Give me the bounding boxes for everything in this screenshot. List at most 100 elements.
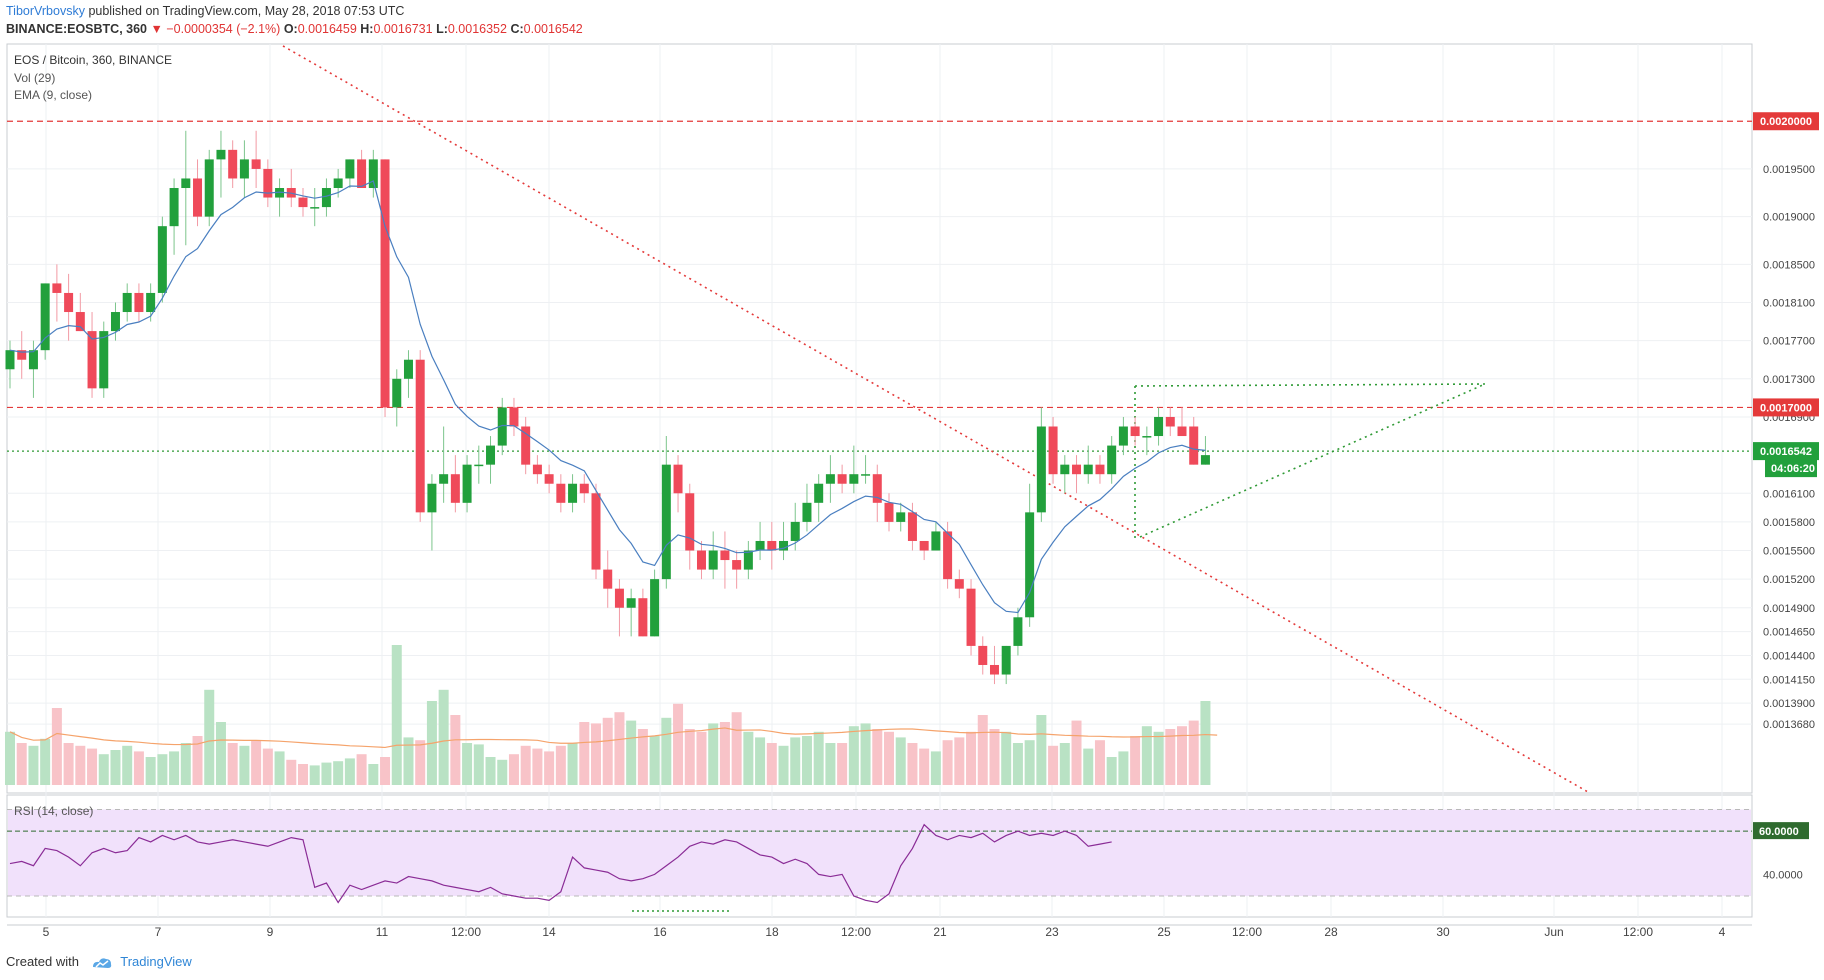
volume-bar[interactable] [391, 645, 402, 785]
candle-body[interactable] [486, 445, 496, 465]
volume-bar[interactable] [696, 731, 707, 785]
volume-bar[interactable] [1165, 729, 1176, 785]
candle-body[interactable] [720, 550, 730, 561]
volume-bar[interactable] [555, 745, 566, 785]
volume-bar[interactable] [755, 737, 766, 785]
candle-body[interactable] [450, 474, 460, 503]
candle-body[interactable] [169, 188, 179, 227]
candle-body[interactable] [779, 540, 789, 551]
volume-bar[interactable] [309, 765, 320, 785]
candle-body[interactable] [650, 579, 660, 637]
volume-bar[interactable] [966, 731, 977, 785]
volume-bar[interactable] [215, 722, 226, 785]
candle-body[interactable] [790, 521, 800, 541]
candle-body[interactable] [392, 378, 402, 408]
candle-body[interactable] [415, 359, 425, 513]
volume-bar[interactable] [860, 723, 871, 785]
volume-bar[interactable] [673, 703, 684, 785]
candle-body[interactable] [28, 350, 38, 370]
volume-bar[interactable] [87, 748, 98, 785]
volume-bar[interactable] [1036, 715, 1047, 785]
candle-body[interactable] [919, 540, 929, 551]
volume-bar[interactable] [344, 758, 355, 785]
candle-body[interactable] [275, 188, 285, 198]
candle-body[interactable] [568, 483, 578, 503]
volume-bar[interactable] [1177, 726, 1187, 785]
volume-bar[interactable] [1094, 740, 1105, 785]
volume-bar[interactable] [825, 743, 836, 785]
volume-bar[interactable] [637, 729, 648, 785]
candle-body[interactable] [978, 645, 988, 665]
candle-body[interactable] [368, 159, 378, 189]
volume-bar[interactable] [1141, 726, 1152, 785]
volume-bar[interactable] [462, 743, 473, 785]
candle-body[interactable] [357, 159, 367, 189]
volume-bar[interactable] [626, 720, 637, 785]
candle-body[interactable] [64, 292, 74, 313]
candle-body[interactable] [802, 502, 812, 522]
candle-body[interactable] [1095, 464, 1105, 475]
volume-bar[interactable] [508, 754, 519, 785]
candle-body[interactable] [1001, 645, 1011, 675]
volume-bar[interactable] [766, 743, 777, 785]
volume-bar[interactable] [1071, 720, 1082, 785]
candle-body[interactable] [1048, 426, 1058, 475]
volume-bar[interactable] [497, 759, 508, 785]
candle-body[interactable] [239, 159, 249, 179]
candle-body[interactable] [228, 149, 238, 179]
volume-bar[interactable] [919, 748, 930, 785]
volume-bar[interactable] [98, 754, 109, 785]
candle-body[interactable] [298, 197, 308, 208]
volume-bar[interactable] [180, 743, 191, 785]
candle-body[interactable] [204, 159, 214, 217]
volume-bar[interactable] [731, 712, 742, 785]
volume-bar[interactable] [1083, 748, 1094, 785]
volume-bar[interactable] [532, 748, 543, 785]
volume-bar[interactable] [333, 761, 344, 785]
volume-bar[interactable] [579, 722, 590, 785]
volume-bar[interactable] [544, 751, 555, 785]
volume-bar[interactable] [790, 737, 801, 785]
volume-bar[interactable] [380, 757, 391, 785]
volume-bar[interactable] [485, 757, 496, 785]
volume-bar[interactable] [403, 737, 414, 785]
volume-bar[interactable] [298, 764, 308, 785]
candle-body[interactable] [157, 226, 167, 293]
candle-body[interactable] [1107, 445, 1117, 475]
candle-body[interactable] [1177, 426, 1187, 437]
volume-bar[interactable] [204, 689, 215, 785]
candle-body[interactable] [696, 550, 706, 570]
volume-bar[interactable] [848, 726, 859, 785]
volume-bar[interactable] [157, 754, 168, 785]
volume-bar[interactable] [989, 729, 1000, 785]
candle-body[interactable] [1060, 464, 1070, 475]
candle-body[interactable] [17, 350, 27, 360]
candle-body[interactable] [954, 579, 964, 589]
volume-bar[interactable] [1118, 751, 1129, 785]
candle-body[interactable] [814, 483, 824, 503]
volume-bar[interactable] [28, 745, 39, 785]
volume-bar[interactable] [602, 717, 613, 785]
candle-body[interactable] [1165, 416, 1175, 427]
volume-bar[interactable] [801, 736, 812, 785]
candle-body[interactable] [403, 359, 413, 379]
volume-bar[interactable] [63, 743, 74, 785]
price-tag[interactable] [1753, 442, 1819, 461]
volume-bar[interactable] [51, 708, 62, 785]
price-tag[interactable] [1753, 398, 1819, 417]
candle-body[interactable] [1130, 426, 1140, 437]
candle-body[interactable] [837, 474, 847, 484]
volume-bar[interactable] [274, 751, 285, 785]
volume-bar[interactable] [473, 744, 484, 785]
volume-bar[interactable] [661, 717, 672, 785]
candle-body[interactable] [345, 159, 355, 179]
candle-body[interactable] [310, 207, 320, 209]
candle-body[interactable] [884, 502, 894, 522]
volume-bar[interactable] [942, 740, 953, 785]
candle-body[interactable] [427, 483, 437, 513]
candle-body[interactable] [75, 312, 85, 332]
candle-body[interactable] [1025, 512, 1035, 618]
candle-body[interactable] [134, 292, 144, 313]
candle-body[interactable] [263, 168, 273, 198]
candle-body[interactable] [497, 407, 507, 446]
